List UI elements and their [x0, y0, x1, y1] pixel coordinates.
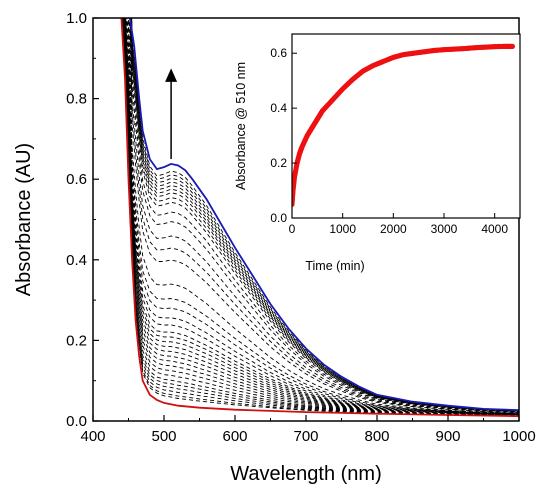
inset-plot-frame: [291, 33, 521, 219]
inset-points-layer: [292, 43, 515, 207]
main-y-tick-label: 0.4: [66, 252, 87, 269]
inset-y-tick-label: 0.2: [270, 156, 287, 170]
intermediate-spectrum-29: [122, 18, 519, 416]
intermediate-spectrum-30: [122, 18, 519, 417]
inset-x-tick-label: 1000: [329, 222, 356, 236]
intermediate-spectrum-28: [122, 18, 519, 416]
main-x-tick-label: 700: [293, 428, 318, 445]
inset-data-point: [509, 43, 515, 49]
main-y-axis-label: Absorbance (AU): [13, 143, 35, 296]
intermediate-spectrum-31: [122, 18, 519, 417]
main-axis-ticks: 400 500 600 700 800 900 1000 0.0 0.2 0.4 0.6 0.8 1.0: [66, 10, 536, 445]
inset-x-tick-label: 3000: [431, 222, 458, 236]
inset-background: [292, 34, 520, 218]
inset-y-tick-label: 0.4: [270, 101, 287, 115]
inset-axis-ticks: 0 1000 2000 3000 4000 0.0 0.2 0.4 0.6: [270, 46, 508, 236]
intermediate-spectrum-2: [131, 18, 519, 411]
intermediate-spectrum-10: [130, 18, 519, 412]
inset-x-tick-label: 4000: [481, 222, 508, 236]
intermediate-spectrum-14: [129, 18, 519, 413]
main-x-tick-label: 500: [151, 428, 176, 445]
inset-x-tick-label: 2000: [380, 222, 407, 236]
intermediate-spectrum-8: [130, 18, 519, 412]
intermediate-spectrum-12: [129, 18, 519, 413]
main-y-tick-label: 0.0: [66, 413, 87, 430]
inset-y-axis-label: Absorbance @ 510 nm: [234, 62, 248, 190]
intermediate-spectrum-5: [131, 18, 519, 412]
intermediate-spectrum-26: [123, 18, 519, 416]
intermediate-spectrum-24: [124, 18, 519, 416]
intermediate-spectrum-25: [123, 18, 519, 416]
intermediate-spectrum-18: [126, 18, 519, 415]
main-y-tick-label: 1.0: [66, 10, 87, 27]
main-x-axis-label: Wavelength (nm): [230, 463, 382, 485]
main-y-tick-label: 0.2: [66, 332, 87, 349]
main-x-tick-label: 1000: [502, 428, 535, 445]
inset-x-tick-label: 0: [289, 222, 296, 236]
main-x-tick-label: 400: [80, 428, 105, 445]
main-x-tick-label: 900: [435, 428, 460, 445]
main-y-tick-label: 0.8: [66, 91, 87, 108]
main-curves-layer: [120, 18, 519, 418]
main-x-tick-label: 600: [222, 428, 247, 445]
inset-y-tick-label: 0.0: [270, 211, 287, 225]
intermediate-spectrum-15: [128, 18, 519, 414]
inset-y-tick-label: 0.6: [270, 46, 287, 60]
inset-x-axis-label: Time (min): [305, 259, 364, 273]
main-x-tick-label: 800: [364, 428, 389, 445]
intermediate-spectrum-13: [129, 18, 519, 413]
intermediate-spectrum-27: [123, 18, 519, 416]
main-y-tick-label: 0.6: [66, 171, 87, 188]
final-spectrum-line: [129, 18, 519, 411]
initial-spectrum-line: [120, 18, 519, 418]
intermediate-spectrum-19: [125, 18, 519, 415]
